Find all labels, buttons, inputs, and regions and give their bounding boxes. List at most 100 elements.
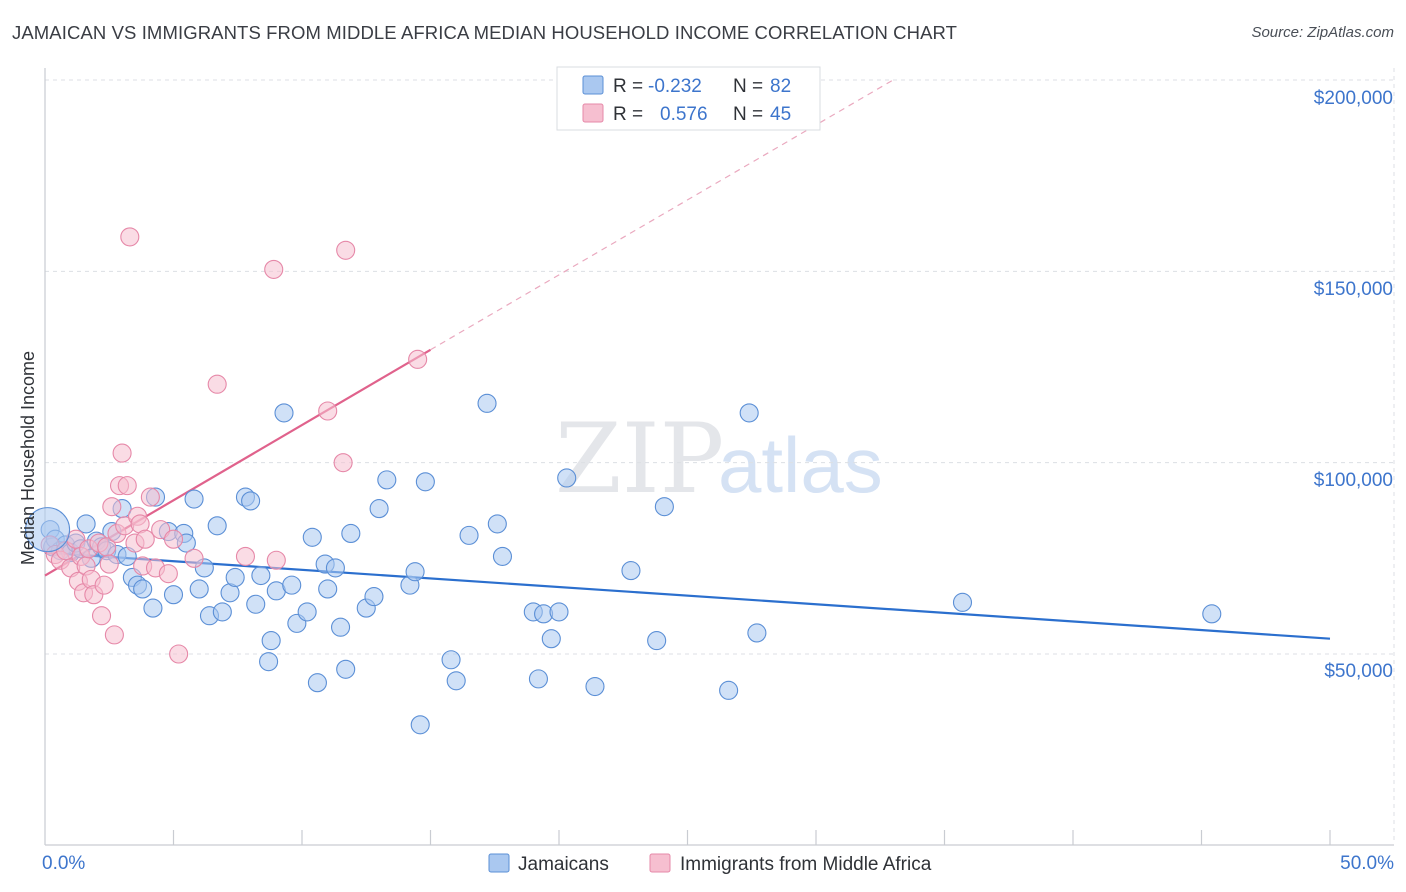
point-middle-africa-43: [333, 453, 353, 473]
legend-r-value-2: 0.576: [660, 104, 708, 125]
point-jamaicans-72: [557, 468, 577, 488]
point-middle-africa-41: [266, 550, 286, 570]
point-jamaicans-73: [585, 676, 605, 697]
point-middle-africa-14: [91, 606, 112, 626]
legend-n-value-2: 45: [770, 104, 791, 125]
point-jamaicans-76: [654, 497, 674, 517]
point-middle-africa-25: [120, 227, 140, 247]
point-jamaicans-74: [621, 561, 641, 581]
point-jamaicans-31: [212, 602, 232, 622]
y-tick-label-50000: $50,000: [1324, 661, 1393, 682]
point-middle-africa-45: [408, 349, 428, 369]
point-middle-africa-36: [169, 644, 189, 664]
point-jamaicans-36: [246, 594, 266, 614]
point-middle-africa-15: [94, 575, 114, 595]
trend-line-middle-africa-extension: [430, 79, 894, 351]
watermark-zip: ZIP: [555, 403, 724, 515]
point-jamaicans-50: [330, 617, 351, 637]
series-legend: Jamaicans Immigrants from Middle Africa: [488, 853, 932, 875]
point-middle-africa-17: [99, 554, 119, 574]
point-jamaicans-35: [241, 491, 261, 511]
point-middle-africa-39: [235, 546, 256, 566]
point-jamaicans-56: [377, 470, 397, 490]
point-jamaicans-37: [251, 566, 271, 586]
point-jamaicans-33: [225, 567, 245, 588]
legend-n-label-1: N =: [733, 76, 763, 97]
point-middle-africa-24: [117, 476, 137, 496]
bottom-legend-swatch-middle-africa: [649, 853, 671, 873]
point-jamaicans-65: [487, 514, 507, 534]
point-jamaicans-19: [133, 579, 153, 599]
y-tick-label-150000: $150,000: [1314, 279, 1393, 300]
bottom-legend-swatch-jamaicans: [488, 853, 510, 873]
point-jamaicans-51: [336, 659, 356, 679]
legend-n-value-1: 82: [770, 76, 791, 97]
point-jamaicans-64: [477, 393, 497, 413]
point-jamaicans-38: [259, 652, 279, 672]
y-tick-label-100000: $100,000: [1314, 470, 1393, 491]
chart-source: Source: ZipAtlas.com: [1251, 24, 1394, 41]
x-tick-label-min: 0.0%: [42, 853, 85, 874]
point-middle-africa-30: [135, 529, 155, 549]
point-jamaicans-49: [325, 558, 345, 578]
point-jamaicans-8: [76, 514, 96, 534]
point-jamaicans-41: [274, 403, 294, 423]
point-jamaicans-77: [719, 680, 739, 700]
legend-swatch-jamaicans: [582, 75, 604, 95]
point-jamaicans-30: [207, 516, 227, 536]
watermark: ZIP atlas: [555, 403, 883, 515]
point-jamaicans-52: [341, 523, 361, 544]
point-jamaicans-44: [297, 602, 317, 622]
correlation-legend: R = -0.232 N = 82 R = 0.576 N = 45: [556, 66, 821, 131]
point-jamaicans-62: [446, 671, 466, 691]
point-jamaicans-58: [405, 562, 425, 582]
point-middle-africa-35: [163, 529, 184, 549]
point-jamaicans-68: [528, 669, 548, 689]
point-jamaicans-71: [549, 602, 569, 622]
point-jamaicans-42: [282, 575, 302, 595]
point-middle-africa-40: [264, 259, 284, 279]
watermark-atlas: atlas: [718, 421, 883, 509]
legend-r-value-1: -0.232: [648, 76, 702, 97]
point-jamaicans-59: [410, 715, 430, 735]
point-middle-africa-31: [140, 487, 160, 507]
legend-swatch-middle-africa: [582, 103, 604, 123]
bottom-legend-label-jamaicans: Jamaicans: [518, 854, 609, 875]
point-jamaicans-78: [739, 403, 759, 423]
legend-r-label-2: R =: [613, 104, 643, 125]
point-middle-africa-19: [104, 625, 124, 645]
data-points: [25, 227, 1222, 735]
point-middle-africa-33: [151, 520, 171, 540]
bottom-legend-label-middle-africa: Immigrants from Middle Africa: [680, 854, 932, 875]
point-jamaicans-60: [415, 472, 435, 492]
point-middle-africa-37: [184, 548, 204, 568]
point-jamaicans-26: [184, 489, 204, 509]
point-jamaicans-48: [318, 579, 338, 599]
point-jamaicans-20: [143, 598, 163, 618]
point-jamaicans-23: [163, 585, 184, 605]
axes: [44, 68, 1394, 846]
point-jamaicans-61: [441, 650, 461, 670]
point-jamaicans-63: [459, 525, 479, 545]
point-jamaicans-27: [189, 579, 209, 599]
point-middle-africa-22: [112, 443, 132, 463]
y-axis-title: Median Household Income: [18, 351, 38, 565]
point-middle-africa-38: [207, 374, 227, 394]
x-tick-label-max: 50.0%: [1340, 853, 1394, 874]
point-jamaicans-80: [952, 592, 973, 612]
point-middle-africa-34: [158, 564, 178, 584]
point-jamaicans-45: [302, 527, 322, 547]
y-tick-label-200000: $200,000: [1314, 88, 1393, 109]
legend-n-label-2: N =: [733, 104, 763, 125]
point-jamaicans-46: [307, 673, 327, 693]
chart-title: JAMAICAN VS IMMIGRANTS FROM MIDDLE AFRIC…: [12, 22, 958, 43]
point-jamaicans-39: [261, 631, 281, 651]
point-middle-africa-42: [318, 401, 338, 421]
point-jamaicans-66: [492, 546, 513, 566]
point-jamaicans-70: [541, 629, 561, 649]
point-middle-africa-44: [336, 240, 356, 260]
legend-r-label-1: R =: [613, 76, 643, 97]
point-jamaicans-cluster: [25, 507, 71, 553]
point-jamaicans-75: [647, 631, 667, 651]
